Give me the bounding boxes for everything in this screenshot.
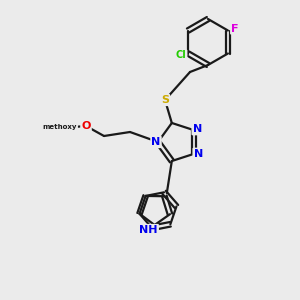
- Text: Cl: Cl: [176, 50, 187, 61]
- Text: NH: NH: [139, 225, 158, 235]
- Text: N: N: [194, 149, 203, 159]
- Text: S: S: [161, 95, 169, 105]
- Text: N: N: [193, 124, 202, 134]
- Text: F: F: [231, 23, 239, 34]
- Text: N: N: [152, 137, 160, 147]
- Text: methoxy: methoxy: [43, 124, 77, 130]
- Text: O: O: [81, 121, 91, 131]
